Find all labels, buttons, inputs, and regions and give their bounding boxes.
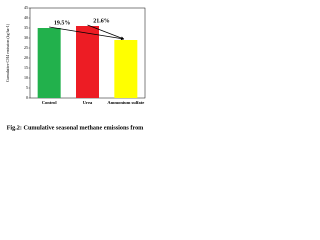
y-tick-label: 25	[24, 45, 28, 50]
x-tick-label: Control	[42, 100, 58, 105]
bar	[37, 28, 61, 98]
annotation: 21.6%	[93, 18, 110, 24]
y-tick-label: 15	[24, 65, 28, 70]
x-tick-label: Urea	[83, 100, 93, 105]
x-tick-label: Ammonium sulfate	[107, 100, 144, 105]
y-axis-label: Cumulative CH4 emission (kg ha-1)	[5, 23, 10, 82]
y-tick-label: 35	[24, 25, 28, 30]
y-tick-label: 10	[24, 75, 28, 80]
y-tick-label: 30	[24, 35, 28, 40]
y-tick-label: 0	[26, 95, 28, 100]
arrow	[49, 26, 125, 41]
y-tick-label: 20	[24, 55, 28, 60]
chart: Cumulative CH4 emission (kg ha-1) Fig.2:…	[5, 5, 146, 131]
bar	[76, 26, 99, 98]
y-tick-label: 45	[24, 5, 28, 10]
caption: Fig.2: Cumulative seasonal methane emiss…	[7, 124, 145, 131]
bar	[114, 40, 138, 98]
y-tick-label: 40	[24, 15, 28, 20]
y-tick-label: 5	[26, 85, 28, 90]
arrow	[87, 24, 125, 40]
annotation: 19.5%	[54, 20, 71, 26]
